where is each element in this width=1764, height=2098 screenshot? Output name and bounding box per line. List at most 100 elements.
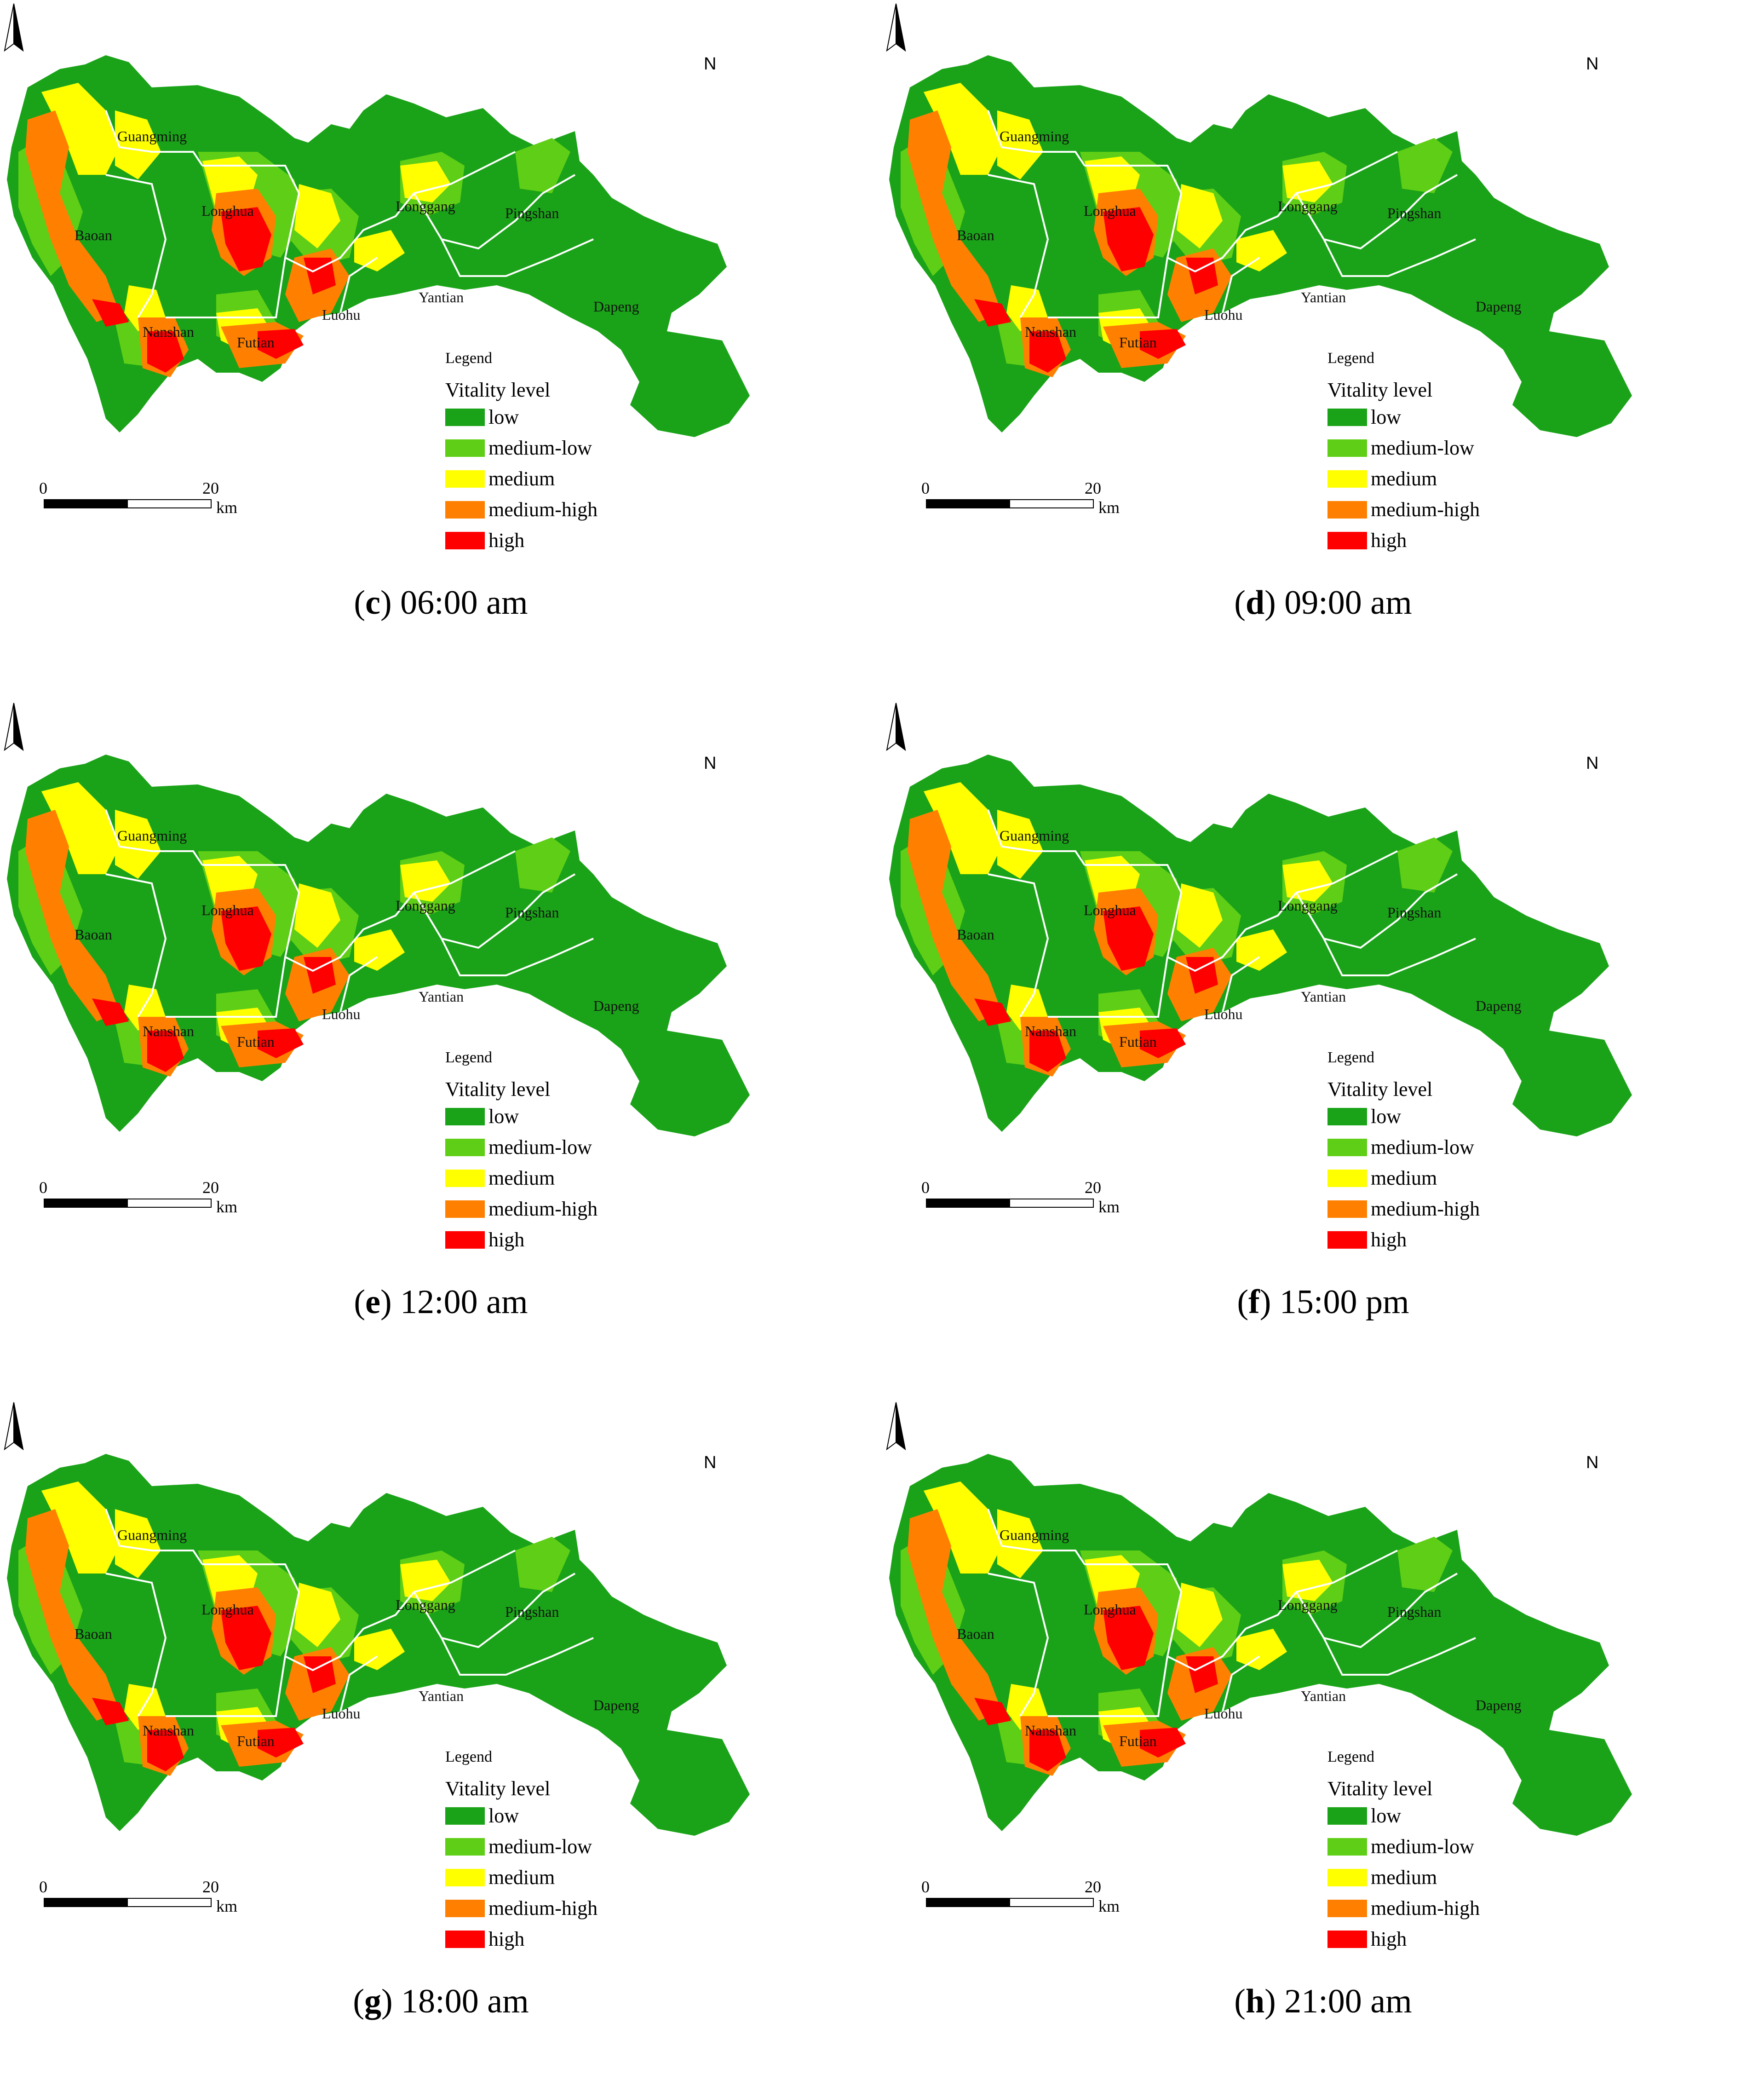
district-label-longgang: Longgang [396, 1597, 455, 1613]
north-letter: N [1586, 54, 1599, 74]
legend-label: low [488, 1804, 519, 1827]
legend-label: medium [488, 1167, 555, 1189]
district-label-nanshan: Nanshan [1025, 1722, 1076, 1739]
legend-title: Legend [445, 350, 492, 367]
panel-caption: (e) 12:00 am [354, 1283, 528, 1321]
legend-label: high [488, 1928, 525, 1950]
district-label-pingshan: Pingshan [505, 1603, 559, 1620]
zone-high [1140, 1028, 1186, 1058]
legend-swatch [445, 439, 485, 457]
district-label-futian: Futian [1119, 1733, 1157, 1749]
district-label-dapeng: Dapeng [1476, 1697, 1522, 1713]
legend-item: medium-high [1327, 1893, 1480, 1924]
legend: Legend Vitality level low medium-low mediu… [445, 350, 598, 556]
zone-medium [997, 110, 1043, 179]
district-label-nanshan: Nanshan [143, 1023, 194, 1039]
legend-swatch [445, 1169, 485, 1187]
legend-title: Legend [445, 1049, 492, 1066]
panel-letter: h [1245, 1983, 1265, 2020]
scale-bar [926, 1199, 1094, 1208]
vitality-map [889, 1454, 1632, 1836]
north-arrow-icon [886, 3, 906, 52]
district-label-longhua: Longhua [201, 902, 254, 918]
district-label-guangming: Guangming [117, 1527, 187, 1543]
zone-medium-high [25, 810, 120, 1021]
map-panel-c: Guangming Longhua Baoan Longgang Pingsha… [0, 0, 882, 699]
legend-swatch [1327, 1138, 1367, 1156]
zone-high [1103, 207, 1154, 271]
district-label-dapeng: Dapeng [1476, 298, 1522, 315]
legend-label: medium-low [1371, 1136, 1474, 1159]
district-label-nanshan: Nanshan [143, 1722, 194, 1739]
legend-item: medium-low [445, 1132, 598, 1163]
legend-swatch [445, 1838, 485, 1856]
zone-medium [1282, 161, 1333, 202]
scale-unit-label: km [1098, 1897, 1120, 1915]
scale-start-label: 0 [921, 1178, 930, 1197]
legend-item: medium-low [445, 1831, 598, 1862]
district-label-futian: Futian [237, 1733, 275, 1749]
zone-high [1029, 1031, 1066, 1072]
legend-swatch [445, 531, 485, 549]
zone-medium [400, 860, 451, 902]
legend-label: medium-high [1371, 1198, 1480, 1220]
legend-label: low [1371, 406, 1401, 428]
scale-end-label: 20 [1085, 479, 1101, 497]
zone-medium [354, 929, 405, 971]
legend-label: low [488, 1105, 519, 1128]
district-label-baoan: Baoan [75, 926, 112, 943]
legend-swatch [445, 1107, 485, 1125]
legend-swatch [1327, 1838, 1367, 1856]
district-label-baoan: Baoan [75, 227, 112, 243]
legend-label: high [488, 1228, 525, 1251]
legend-label: medium-low [1371, 1835, 1474, 1858]
legend-item: medium-low [1327, 432, 1480, 463]
zone-medium [924, 83, 1002, 175]
zone-medium [997, 810, 1043, 879]
zone-high [304, 258, 336, 294]
district-label-pingshan: Pingshan [1387, 1603, 1442, 1620]
district-label-futian: Futian [1119, 1033, 1157, 1050]
panel-letter: d [1245, 584, 1265, 622]
district-label-longgang: Longgang [396, 198, 455, 214]
scale-bar [926, 1898, 1094, 1907]
scale-end-label: 20 [202, 479, 219, 497]
zone-medium [1236, 1629, 1287, 1670]
legend-label: medium-high [488, 1198, 598, 1220]
legend-label: medium-high [1371, 1897, 1480, 1919]
legend: Legend Vitality level low medium-low mediu… [445, 1748, 598, 1954]
legend-swatch [1327, 470, 1367, 488]
zone-medium [294, 184, 340, 248]
zone-medium-low [515, 1537, 570, 1592]
legend-swatch [1327, 1231, 1367, 1249]
zone-medium [1177, 883, 1223, 948]
panel-letter: f [1248, 1283, 1260, 1321]
zone-high [258, 1028, 304, 1058]
legend-swatch [1327, 531, 1367, 549]
legend-item: low [1327, 1101, 1480, 1132]
district-boundaries [987, 110, 1476, 318]
legend-swatch [1327, 1899, 1367, 1917]
scale-end-label: 20 [1085, 1878, 1101, 1896]
north-arrow-icon [4, 1402, 24, 1451]
zone-medium [294, 883, 340, 948]
zone-medium-high [25, 110, 120, 322]
legend-label: low [488, 406, 519, 428]
zone-medium [400, 161, 451, 202]
district-label-yantian: Yantian [419, 289, 464, 305]
district-label-pingshan: Pingshan [505, 205, 559, 221]
scale-bar [44, 499, 212, 508]
panel-time: 21:00 am [1284, 1983, 1412, 2020]
district-label-baoan: Baoan [957, 227, 994, 243]
panel-letter: e [365, 1283, 380, 1321]
district-label-pingshan: Pingshan [1387, 904, 1442, 921]
legend-label: medium [1371, 1866, 1437, 1889]
district-label-pingshan: Pingshan [1387, 205, 1442, 221]
panel-caption: (d) 09:00 am [1234, 584, 1412, 622]
legend-label: medium [488, 1866, 555, 1889]
north-letter: N [1586, 1453, 1599, 1472]
district-label-nanshan: Nanshan [1025, 1023, 1076, 1039]
legend-item: low [1327, 402, 1480, 432]
legend-item: medium [445, 1163, 598, 1193]
legend-item: medium-high [1327, 494, 1480, 525]
